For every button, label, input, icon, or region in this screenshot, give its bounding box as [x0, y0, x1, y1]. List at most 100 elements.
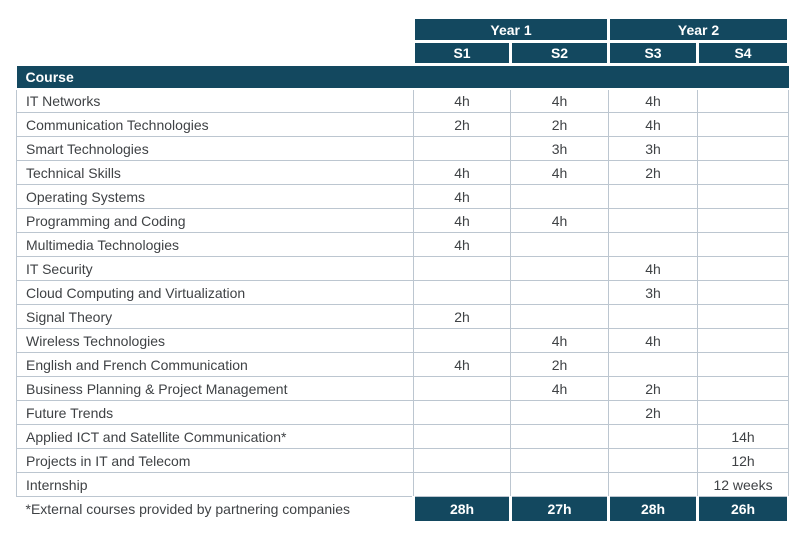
- course-name-cell: Operating Systems: [16, 184, 414, 209]
- hours-cell: [697, 304, 790, 329]
- hours-cell: 4h: [509, 328, 610, 353]
- course-name-cell: Cloud Computing and Virtualization: [16, 280, 414, 305]
- hours-cell: [413, 376, 511, 401]
- hours-cell: 2h: [608, 400, 699, 425]
- table-row: Communication Technologies 2h 2h 4h: [16, 112, 790, 137]
- semester-header-row: S1 S2 S3 S4: [16, 40, 791, 66]
- course-name-cell: Future Trends: [16, 400, 414, 425]
- semester-total-cell: 26h: [696, 496, 791, 521]
- course-name-cell: Communication Technologies: [16, 112, 414, 137]
- hours-cell: [608, 208, 699, 233]
- table-row: Cloud Computing and Virtualization 3h: [16, 280, 790, 305]
- hours-cell: [509, 184, 610, 209]
- hours-cell: [509, 400, 610, 425]
- hours-cell: 4h: [509, 208, 610, 233]
- hours-cell: 4h: [608, 88, 699, 113]
- table-row: Technical Skills 4h 4h 2h: [16, 160, 790, 185]
- table-row: Future Trends 2h: [16, 400, 790, 425]
- hours-cell: 2h: [608, 376, 699, 401]
- course-name-cell: Applied ICT and Satellite Communication*: [16, 424, 414, 449]
- course-name-cell: Smart Technologies: [16, 136, 414, 161]
- hours-cell: 12h: [697, 448, 790, 473]
- hours-cell: 2h: [509, 112, 610, 137]
- hours-cell: 12 weeks: [697, 472, 790, 497]
- hours-cell: [413, 328, 511, 353]
- course-name-cell: Business Planning & Project Management: [16, 376, 414, 401]
- hours-cell: 4h: [413, 232, 511, 257]
- totals-row: *External courses provided by partnering…: [16, 496, 791, 521]
- course-header-row: Course: [16, 63, 789, 90]
- hours-cell: [697, 400, 790, 425]
- hours-cell: 4h: [413, 160, 511, 185]
- hours-cell: 4h: [608, 328, 699, 353]
- semester-total-cell: 27h: [508, 496, 611, 521]
- table-row: IT Security 4h: [16, 256, 790, 281]
- hours-cell: [413, 280, 511, 305]
- hours-cell: [413, 424, 511, 449]
- hours-cell: [697, 328, 790, 353]
- hours-cell: [413, 400, 511, 425]
- hours-cell: [697, 280, 790, 305]
- hours-cell: [697, 208, 790, 233]
- table-row: Smart Technologies 3h 3h: [16, 136, 790, 161]
- hours-cell: [509, 280, 610, 305]
- hours-cell: [697, 160, 790, 185]
- hours-cell: 4h: [413, 352, 511, 377]
- semester-total-cell: 28h: [607, 496, 700, 521]
- semester-header-s3: S3: [607, 40, 700, 66]
- course-name-cell: IT Security: [16, 256, 414, 281]
- blank-corner-cell: [16, 17, 414, 42]
- table-row: Business Planning & Project Management 4h…: [16, 376, 790, 401]
- hours-cell: [608, 424, 699, 449]
- footnote: *External courses provided by partnering…: [16, 496, 414, 521]
- table-row: IT Networks 4h 4h 4h: [16, 88, 790, 113]
- hours-cell: [697, 232, 790, 257]
- hours-cell: [509, 256, 610, 281]
- blank-corner-cell: [16, 41, 414, 65]
- hours-cell: 4h: [413, 88, 511, 113]
- course-name-cell: Signal Theory: [16, 304, 414, 329]
- hours-cell: [697, 256, 790, 281]
- table-row: English and French Communication 4h 2h: [16, 352, 790, 377]
- hours-cell: 4h: [509, 160, 610, 185]
- hours-cell: [608, 184, 699, 209]
- semester-header-s4: S4: [696, 40, 791, 66]
- table-row: Projects in IT and Telecom 12h: [16, 448, 790, 473]
- hours-cell: 3h: [509, 136, 610, 161]
- course-name-cell: Technical Skills: [16, 160, 414, 185]
- hours-cell: [413, 256, 511, 281]
- hours-cell: [608, 472, 699, 497]
- table-row: Multimedia Technologies 4h: [16, 232, 790, 257]
- table-row: Signal Theory 2h: [16, 304, 790, 329]
- hours-cell: [608, 352, 699, 377]
- course-name-cell: Multimedia Technologies: [16, 232, 414, 257]
- table-row: Wireless Technologies 4h 4h: [16, 328, 790, 353]
- hours-cell: 2h: [413, 112, 511, 137]
- hours-cell: [608, 448, 699, 473]
- hours-cell: [608, 304, 699, 329]
- course-name-cell: Internship: [16, 472, 414, 497]
- hours-cell: [697, 184, 790, 209]
- year-1-header: Year 1: [411, 16, 611, 43]
- hours-cell: 4h: [608, 112, 699, 137]
- hours-cell: 2h: [509, 352, 610, 377]
- hours-cell: [509, 232, 610, 257]
- hours-cell: 4h: [413, 208, 511, 233]
- hours-cell: 2h: [608, 160, 699, 185]
- hours-cell: [697, 352, 790, 377]
- hours-cell: 3h: [608, 280, 699, 305]
- course-timetable: Year 1 Year 2 S1 S2 S3 S4 Course IT Netw…: [16, 16, 791, 521]
- table-row: Operating Systems 4h: [16, 184, 790, 209]
- course-column-header: Course: [16, 63, 789, 90]
- hours-cell: 4h: [509, 88, 610, 113]
- hours-cell: 2h: [413, 304, 511, 329]
- course-name-cell: Wireless Technologies: [16, 328, 414, 353]
- hours-cell: [509, 304, 610, 329]
- hours-cell: [697, 112, 790, 137]
- semester-header-s1: S1: [412, 40, 512, 66]
- hours-cell: 3h: [608, 136, 699, 161]
- hours-cell: [697, 136, 790, 161]
- hours-cell: 4h: [608, 256, 699, 281]
- hours-cell: [413, 136, 511, 161]
